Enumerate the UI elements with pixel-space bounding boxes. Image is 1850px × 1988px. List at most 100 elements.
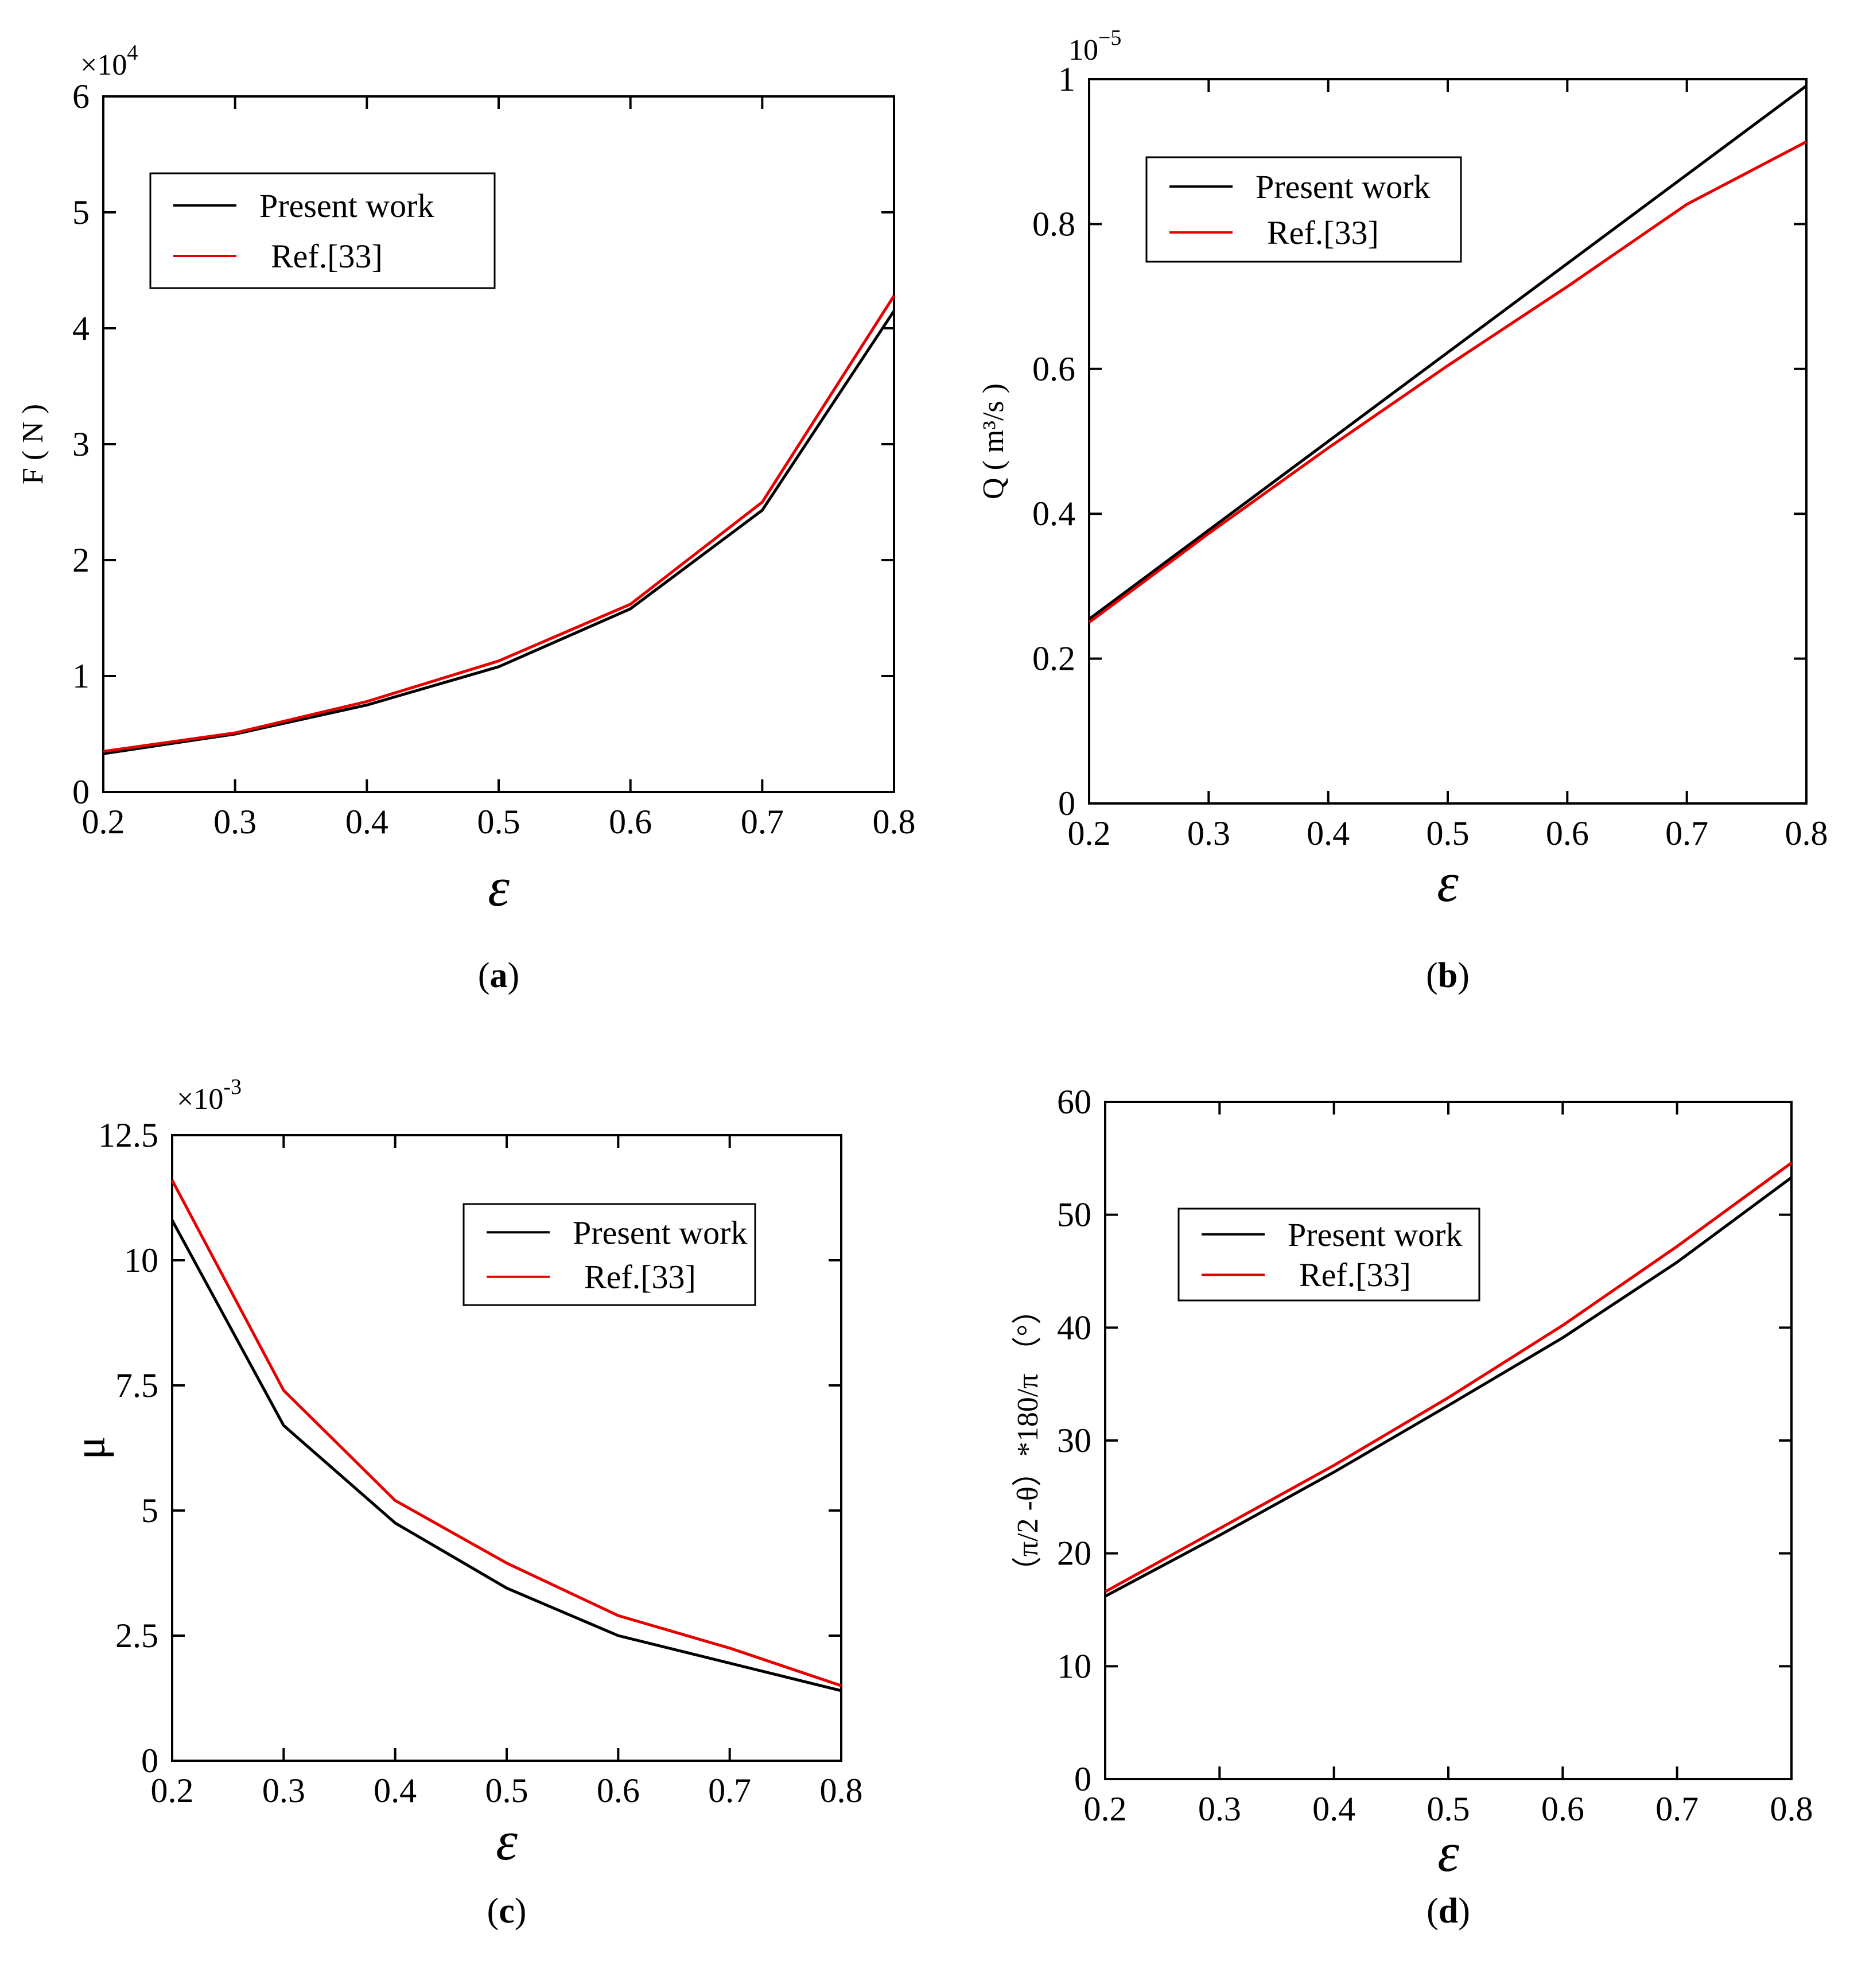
y-tick-label: 1	[72, 657, 90, 695]
legend-label-present-work: Present work	[1256, 168, 1430, 205]
x-tick-label: 0.3	[1198, 1790, 1241, 1828]
caption-letter: b	[1438, 956, 1458, 995]
x-axis-title: ε	[488, 856, 510, 918]
x-tick-label: 0.8	[1770, 1790, 1813, 1828]
y-axis-title: Q ( m³/s )	[977, 383, 1010, 499]
plot-frame	[1104, 1101, 1793, 1780]
y-tick-label: 1	[1058, 60, 1075, 98]
legend-label-ref-33: Ref.[33]	[584, 1259, 696, 1296]
y-tick-label: 0	[1074, 1760, 1091, 1798]
legend-box	[462, 1203, 756, 1306]
legend: Present work Ref.[33]	[1145, 156, 1462, 263]
x-tick-label: 0.5	[485, 1772, 528, 1810]
panel-caption: (d)	[1427, 1892, 1470, 1931]
x-tick-label: 0.3	[213, 803, 256, 841]
y-tick-label: 0	[141, 1742, 158, 1780]
y-axis-title: F ( N )	[17, 404, 49, 484]
series-line-ref-33	[103, 295, 896, 753]
legend-box	[149, 172, 496, 289]
series-line-present-work	[1088, 84, 1808, 620]
chart-panel-c: 0.2 0.3 0.4 0.5 0.6 0.7 0.8 0 2.5 5 7.5 10 12.5 ×10-3…	[66, 1075, 863, 1931]
chart-panel-b: 0.2 0.3 0.4 0.5 0.6 0.7 0.800.20.40.60.8110−5ε…	[977, 26, 1828, 995]
caption-paren-close: )	[508, 956, 520, 995]
y-axis-title: （π/2 -θ）*180/π （°）	[1012, 1295, 1044, 1586]
x-tick-label: 0.4	[1307, 814, 1350, 852]
y-tick-label: 5	[72, 193, 90, 231]
x-tick-label: 0.8	[820, 1772, 863, 1810]
y-tick-label: 6	[72, 77, 90, 115]
legend-label-present-work: Present work	[259, 187, 434, 224]
x-axis-title: ε	[1437, 852, 1459, 913]
chart-panel-d: 0.2 0.3 0.4 0.5 0.6 0.7 0.8 0 10 20 30 40 50 60 ε （π/2 …	[1012, 1083, 1813, 1931]
y-tick-label: 2	[72, 541, 90, 579]
axis-scale-exponent: −5	[1098, 26, 1121, 50]
x-tick-label: 0.5	[1427, 814, 1470, 852]
y-tick-label: 0.2	[1032, 640, 1075, 678]
axis-scale-label: ×104	[80, 41, 138, 81]
series-line-present-work	[170, 1220, 842, 1692]
y-tick-label: 50	[1057, 1196, 1091, 1234]
legend-box	[1145, 156, 1462, 263]
x-tick-label: 0.5	[1427, 1790, 1470, 1828]
series-line-ref-33	[1088, 140, 1808, 624]
axis-scale-exponent: -3	[223, 1075, 242, 1099]
y-tick-label: 40	[1057, 1308, 1091, 1346]
legend: Present work Ref.[33]	[462, 1203, 756, 1306]
x-tick-label: 0.2	[82, 803, 125, 841]
y-tick-label: 0	[1058, 785, 1075, 822]
caption-paren-close: )	[1458, 956, 1470, 995]
x-tick-label: 0.4	[1312, 1790, 1355, 1828]
y-tick-label: 10	[124, 1241, 158, 1279]
panel-caption: (b)	[1426, 956, 1470, 995]
caption-paren-close: )	[515, 1892, 527, 1931]
panel-caption: (a)	[478, 956, 519, 995]
panel-caption: (c)	[487, 1892, 527, 1931]
x-tick-label: 0.4	[374, 1772, 417, 1810]
x-tick-label: 0.7	[1655, 1790, 1699, 1828]
y-tick-label: 2.5	[115, 1617, 158, 1655]
y-tick-label: 4	[72, 309, 90, 347]
y-tick-label: 30	[1057, 1422, 1091, 1459]
axis-scale-exponent: 4	[127, 41, 138, 65]
caption-letter: d	[1439, 1892, 1458, 1931]
x-tick-label: 0.7	[741, 803, 784, 841]
axis-scale-label: ×10-3	[177, 1075, 242, 1116]
y-tick-label: 0.6	[1032, 350, 1075, 388]
axis-scale-base: ×10	[177, 1083, 223, 1116]
legend-label-ref-33: Ref.[33]	[1299, 1256, 1411, 1294]
x-tick-label: 0.6	[1541, 1790, 1584, 1828]
series-line-present-work	[103, 310, 896, 755]
caption-paren-open: (	[478, 956, 490, 995]
caption-paren-open: (	[1427, 1892, 1439, 1931]
legend-box	[1177, 1207, 1480, 1302]
y-tick-label: 7.5	[115, 1366, 158, 1404]
legend-label-ref-33: Ref.[33]	[1267, 214, 1379, 251]
axis-scale-label: 10−5	[1068, 26, 1121, 67]
caption-paren-open: (	[1426, 956, 1438, 995]
y-tick-label: 20	[1057, 1535, 1091, 1572]
x-tick-label: 0.8	[873, 803, 916, 841]
x-tick-label: 0.2	[151, 1772, 194, 1810]
y-axis-title: μ	[66, 1436, 114, 1460]
legend-label-present-work: Present work	[573, 1214, 747, 1251]
x-tick-label: 0.3	[262, 1772, 305, 1810]
legend-label-present-work: Present work	[1288, 1216, 1462, 1253]
x-tick-label: 0.6	[597, 1772, 640, 1810]
series-line-ref-33	[170, 1179, 842, 1687]
caption-paren-open: (	[487, 1892, 499, 1931]
caption-paren-close: )	[1458, 1892, 1470, 1931]
series-line-ref-33	[1104, 1162, 1793, 1593]
y-tick-label: 3	[72, 425, 90, 463]
x-tick-label: 0.3	[1187, 814, 1230, 852]
series-line-present-work	[1104, 1176, 1793, 1598]
y-tick-label: 0	[72, 773, 90, 811]
x-tick-label: 0.2	[1068, 814, 1111, 852]
x-tick-label: 0.7	[708, 1772, 751, 1810]
y-tick-label: 5	[141, 1492, 158, 1529]
caption-letter: a	[490, 956, 508, 995]
y-tick-label: 0.4	[1032, 495, 1075, 533]
